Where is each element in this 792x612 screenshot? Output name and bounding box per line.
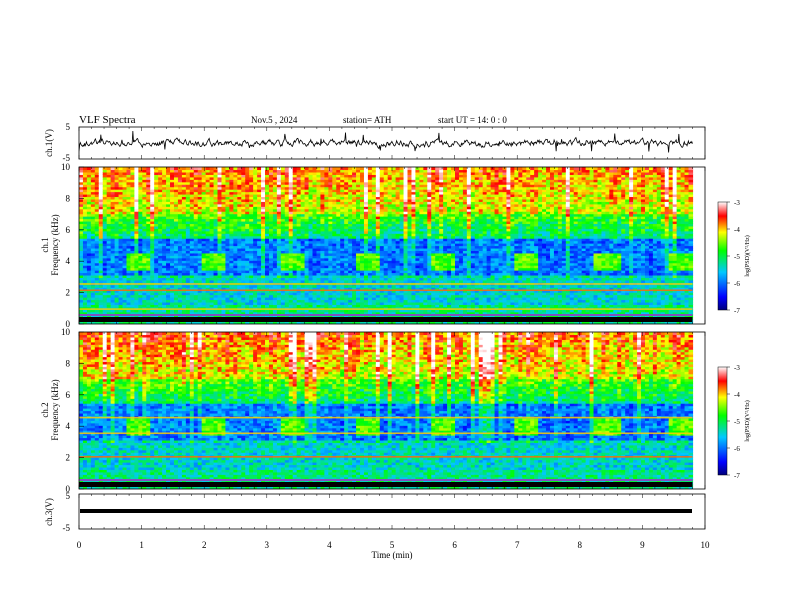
figure-title: VLF Spectra xyxy=(79,114,136,126)
ch1-spec-ylabel-ch: ch.1 xyxy=(40,237,50,252)
ch1-cbar-tick-m7: -7 xyxy=(734,307,740,315)
ch1-spec-ytick-6: 6 xyxy=(66,225,71,235)
x-tick-3: 3 xyxy=(265,540,270,550)
ch3-ytick-bottom: -5 xyxy=(63,523,71,533)
ch1-ytick-bottom: -5 xyxy=(63,153,71,163)
ch2-cbar-tick-m3: -3 xyxy=(734,364,740,372)
ch3-ytick-top: 5 xyxy=(66,491,71,501)
x-tick-5: 5 xyxy=(390,540,395,550)
ch2-spectrogram-image xyxy=(79,332,705,489)
ch2-spec-ytick-2: 2 xyxy=(66,453,71,463)
station-label: station= ATH xyxy=(343,115,392,125)
ch1-spec-ytick-2: 2 xyxy=(66,288,71,298)
ch2-spectrogram-panel: 0 2 4 6 8 10 ch.2 Frequency (kHz) -3 -4 -5 -6 -7 … xyxy=(40,327,751,494)
x-tick-10: 10 xyxy=(701,540,711,550)
x-tick-4: 4 xyxy=(327,540,332,550)
ch2-colorbar: -3 -4 -5 -6 -7 log(PSD)(V²/Hz) xyxy=(717,364,751,480)
start-time-label: start UT = 14: 0 : 0 xyxy=(438,115,507,125)
ch3-waveform-panel: 5 -5 ch.3(V) 0 1 2 3 4 5 6 7 8 9 10 Time (min) xyxy=(44,491,710,560)
x-tick-8: 8 xyxy=(578,540,583,550)
ch2-spec-ylabel: Frequency (kHz) xyxy=(50,379,60,440)
ch2-cbar-tick-m7: -7 xyxy=(734,472,740,480)
ch1-colorbar: -3 -4 -5 -6 -7 log(PSD)(V²/Hz) xyxy=(717,199,751,315)
ch2-colorbar-label: log(PSD)(V²/Hz) xyxy=(744,400,751,441)
x-tick-7: 7 xyxy=(515,540,520,550)
ch3-waveform-line xyxy=(80,509,692,513)
ch1-spectrogram-panel: 0 2 4 6 8 10 ch.1 Frequency (kHz) -3 -4 -5 -6 -7 … xyxy=(40,162,751,329)
ch1-cbar-tick-m3: -3 xyxy=(734,199,740,207)
x-tick-9: 9 xyxy=(640,540,645,550)
ch1-spec-ytick-0: 0 xyxy=(66,319,71,329)
ch2-spec-ytick-4: 4 xyxy=(66,421,71,431)
ch1-ytick-top: 5 xyxy=(66,122,71,132)
ch1-spec-ytick-10: 10 xyxy=(61,162,71,172)
ch1-spectrogram-image xyxy=(79,167,705,324)
ch2-cbar-tick-m5: -5 xyxy=(734,418,740,426)
ch1-waveform-line xyxy=(79,130,693,153)
ch1-spec-ytick-8: 8 xyxy=(66,193,71,203)
ch1-colorbar-label: log(PSD)(V²/Hz) xyxy=(744,235,751,276)
ch1-cbar-tick-m6: -6 xyxy=(734,280,740,288)
x-tick-6: 6 xyxy=(452,540,457,550)
ch1-cbar-tick-m5: -5 xyxy=(734,253,740,261)
ch2-spec-ylabel-ch: ch.2 xyxy=(40,402,50,417)
date-label: Nov.5 , 2024 xyxy=(251,115,298,125)
ch2-spec-ytick-8: 8 xyxy=(66,358,71,368)
ch2-spec-ytick-10: 10 xyxy=(61,327,71,337)
ch1-spec-ytick-4: 4 xyxy=(66,256,71,266)
ch2-spec-ytick-0: 0 xyxy=(66,484,71,494)
ch2-cbar-tick-m4: -4 xyxy=(734,391,740,399)
ch1-spec-ylabel: Frequency (kHz) xyxy=(50,214,60,275)
x-tick-0: 0 xyxy=(77,540,82,550)
ch1-cbar-tick-m4: -4 xyxy=(734,226,740,234)
x-axis-label: Time (min) xyxy=(372,550,413,560)
ch2-spec-ytick-6: 6 xyxy=(66,390,71,400)
ch1-ylabel: ch.1(V) xyxy=(44,129,54,157)
ch3-ylabel: ch.3(V) xyxy=(44,498,54,526)
x-tick-1: 1 xyxy=(139,540,144,550)
x-tick-2: 2 xyxy=(202,540,207,550)
ch2-cbar-tick-m6: -6 xyxy=(734,445,740,453)
ch1-waveform-panel: 5 -5 ch.1(V) xyxy=(44,122,706,163)
